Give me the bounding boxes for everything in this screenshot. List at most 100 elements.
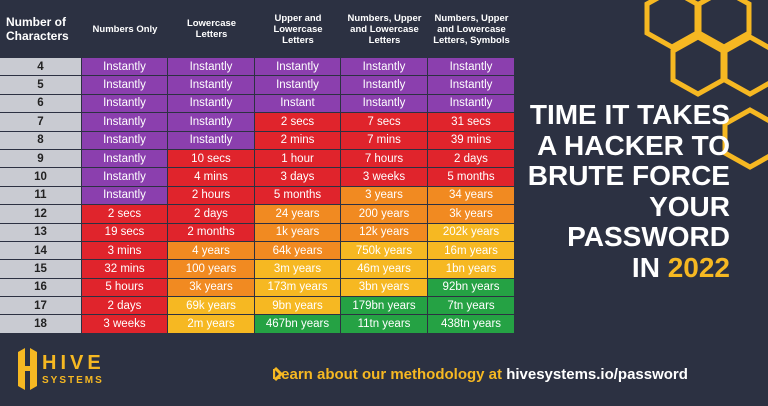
time-cell: 10 secs	[168, 149, 255, 169]
time-cell: 2 mins	[255, 131, 341, 150]
time-cell: 24 years	[255, 205, 341, 224]
header-cell: Numbers, Upper and Lowercase Letters	[341, 0, 428, 58]
header-cell: Numbers Only	[82, 0, 168, 58]
headline-line: IN 2022	[528, 251, 730, 284]
time-cell: 5 months	[428, 168, 515, 187]
time-cell: 5 months	[255, 186, 341, 206]
logo-bottom: SYSTEMS	[42, 375, 104, 386]
time-cell: 34 years	[428, 186, 515, 206]
time-cell: 46m years	[341, 260, 428, 279]
header-cell: Upper and Lowercase Letters	[255, 0, 341, 58]
time-cell: 39 mins	[428, 131, 515, 150]
length-cell: 10	[0, 168, 82, 187]
time-cell: 467bn years	[255, 315, 341, 334]
headline-line: TIME IT TAKES	[529, 99, 730, 130]
time-cell: 2 secs	[255, 113, 341, 132]
time-cell: 202k years	[428, 223, 515, 242]
time-cell: Instantly	[168, 94, 255, 114]
time-cell: Instant	[255, 94, 341, 114]
time-cell: 3k years	[168, 278, 255, 298]
time-cell: Instantly	[82, 94, 168, 114]
time-cell: Instantly	[82, 113, 168, 132]
link-url[interactable]: hivesystems.io/password	[506, 366, 688, 383]
headline-line: YOUR	[649, 190, 730, 222]
length-cell: 4	[0, 58, 82, 77]
time-cell: 1k years	[255, 223, 341, 242]
time-cell: 1 hour	[255, 149, 341, 169]
logo: HIVE SYSTEMS	[42, 352, 105, 386]
table: Number of Characters Numbers Only Lowercas…	[0, 0, 515, 334]
time-cell: 2 days	[82, 297, 168, 316]
headline-year: 2022	[667, 251, 730, 283]
length-cell: 13	[0, 223, 82, 242]
time-cell: Instantly	[168, 113, 255, 132]
hexagons	[644, 0, 768, 170]
time-cell: Instantly	[168, 131, 255, 150]
headline-line: A HACKER TO	[537, 129, 730, 161]
length-cell: 6	[0, 94, 82, 114]
header-cell: Lowercase Letters	[168, 0, 255, 58]
time-cell: 2 hours	[168, 186, 255, 206]
time-cell: Instantly	[82, 58, 168, 77]
time-cell: Instantly	[168, 76, 255, 95]
time-cell: 4 mins	[168, 168, 255, 187]
time-cell: Instantly	[168, 58, 255, 77]
time-cell: 2 secs	[82, 205, 168, 224]
time-cell: 2m years	[168, 315, 255, 334]
time-cell: 32 mins	[82, 260, 168, 279]
time-cell: Instantly	[341, 76, 428, 95]
time-cell: 3 weeks	[82, 315, 168, 334]
chevron	[273, 366, 284, 382]
time-cell: 11tn years	[341, 315, 428, 334]
time-cell: 2 days	[428, 149, 515, 169]
time-cell: 92bn years	[428, 278, 515, 298]
time-cell: 3k years	[428, 205, 515, 224]
headline: TIME IT TAKES A HACKER TO BRUTE FORCE YOUR P…	[527, 99, 730, 284]
headline-line: PASSWORD	[567, 221, 730, 252]
time-cell: Instantly	[82, 149, 168, 169]
time-cell: 2 months	[168, 223, 255, 242]
time-cell: 2 days	[168, 205, 255, 224]
length-cell: 15	[0, 260, 82, 279]
logo-icon	[18, 348, 37, 390]
time-cell: 5 hours	[82, 278, 168, 298]
time-cell: Instantly	[428, 58, 515, 77]
length-cell: 11	[0, 186, 82, 206]
time-cell: 69k years	[168, 297, 255, 316]
length-cell: 16	[0, 278, 82, 298]
time-cell: 3bn years	[341, 278, 428, 298]
length-cell: 9	[0, 149, 82, 169]
time-cell: Instantly	[341, 94, 428, 114]
header-cell: Number of Characters	[0, 0, 82, 58]
time-cell: 100 years	[168, 260, 255, 279]
time-cell: 3 mins	[82, 241, 168, 261]
time-cell: Instantly	[428, 94, 515, 114]
header-cell: Numbers, Upper and Lowercase Letters, Sy…	[428, 0, 515, 58]
logo-top: HIVE	[42, 352, 105, 374]
time-cell: Instantly	[255, 58, 341, 77]
length-cell: 14	[0, 241, 82, 261]
footer-link[interactable]: Learn about our methodology at hivesyste…	[272, 366, 688, 383]
time-cell: Instantly	[428, 76, 515, 95]
length-cell: 12	[0, 205, 82, 224]
time-cell: 7 hours	[341, 149, 428, 169]
time-cell: 3 days	[255, 168, 341, 187]
time-cell: Instantly	[82, 186, 168, 206]
time-cell: 179bn years	[341, 297, 428, 316]
time-cell: 7 mins	[341, 131, 428, 150]
time-cell: Instantly	[82, 131, 168, 150]
time-cell: Instantly	[341, 58, 428, 77]
time-cell: 12k years	[341, 223, 428, 242]
time-cell: Instantly	[82, 168, 168, 187]
time-cell: 16m years	[428, 241, 515, 261]
time-cell: 1bn years	[428, 260, 515, 279]
length-cell: 8	[0, 131, 82, 150]
time-cell: 31 secs	[428, 113, 515, 132]
time-cell: Instantly	[255, 76, 341, 95]
headline-line: BRUTE FORCE	[527, 160, 730, 191]
time-cell: 750k years	[341, 241, 428, 261]
length-cell: 5	[0, 76, 82, 95]
time-cell: Instantly	[82, 76, 168, 95]
length-cell: 7	[0, 113, 82, 132]
